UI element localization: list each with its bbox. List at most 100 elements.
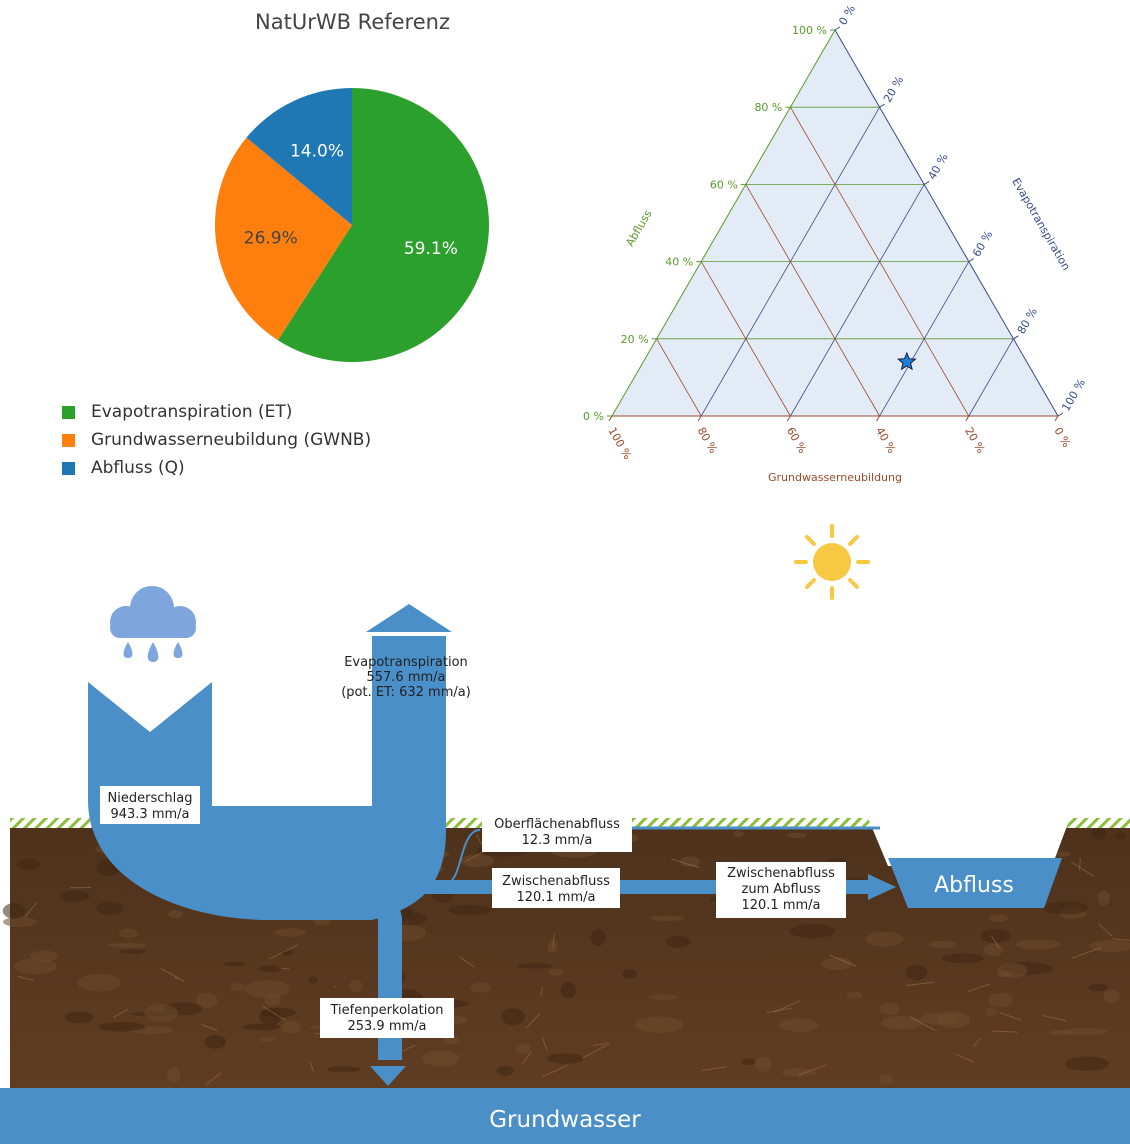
soil-texture-blob [60, 890, 90, 902]
soil-texture-blob [865, 931, 904, 947]
tick-grundwasserneubildung [965, 415, 970, 422]
oberflaechenabfluss-box: Oberflächenabfluss 12.3 mm/a [482, 814, 632, 852]
ternary-plot: 0 %20 %40 %60 %80 %100 %0 %20 %40 %60 %8… [583, 3, 1088, 484]
soil-texture-blob [3, 916, 37, 928]
legend-label-et: Evapotranspiration (ET) [91, 402, 293, 422]
soil-texture-blob [16, 858, 40, 871]
pie-slice-et[interactable] [277, 88, 489, 362]
soil-texture-blob [905, 964, 928, 981]
soil-texture-blob [143, 1004, 178, 1022]
soil-texture-crack [1042, 1015, 1067, 1022]
tick-label-abfluss: 40 % [665, 256, 693, 269]
tick-label-evapotranspiration: 40 % [926, 151, 951, 182]
soil-texture-blob [547, 1053, 585, 1064]
legend-item-et[interactable]: Evapotranspiration (ET) [62, 398, 371, 426]
tick-label-grundwasserneubildung: 40 % [873, 425, 898, 456]
soil-texture-crack [262, 1005, 287, 1022]
soil-texture-blob [98, 1021, 146, 1032]
soil-texture-blob [622, 969, 638, 979]
zwischenabfluss-zum-abfluss-value: 120.1 mm/a [741, 898, 820, 913]
legend-label-gwnb: Grundwasserneubildung (GWNB) [91, 430, 372, 450]
tick-label-grundwasserneubildung: 80 % [695, 425, 720, 456]
soil-texture-blob [204, 1034, 227, 1049]
legend-swatch-et [62, 405, 75, 419]
pie-legend: Evapotranspiration (ET) Grundwasserneubi… [62, 398, 371, 482]
pie-chart: 59.1% 26.9% 14.0% [215, 88, 489, 362]
soil-texture-blob [2, 903, 26, 919]
ternary-background [612, 30, 1058, 416]
soil-texture-blob [195, 992, 218, 1009]
legend-swatch-gwnb [62, 433, 75, 447]
legend-item-q[interactable]: Abfluss (Q) [62, 454, 371, 482]
niederschlag-box: Niederschlag 943.3 mm/a [100, 786, 200, 824]
axis-title-evapotranspiration: Evapotranspiration [1009, 176, 1073, 273]
oberflaechenabfluss-value: 12.3 mm/a [522, 833, 593, 848]
zwischenabfluss-title: Zwischenabfluss [502, 874, 610, 889]
soil-texture-blob [106, 942, 147, 948]
tick-evapotranspiration [879, 103, 885, 108]
tick-evapotranspiration [834, 26, 841, 31]
river-channel [868, 818, 1070, 866]
soil-texture-crack [459, 956, 476, 968]
pie-slice-q[interactable] [246, 88, 352, 225]
soil-texture-blob [648, 994, 678, 1000]
soil-texture-blob [280, 1021, 302, 1034]
soil-texture-crack [671, 858, 700, 869]
soil-texture-crack [17, 975, 34, 981]
tick-evapotranspiration [923, 180, 930, 185]
surface-runoff-line [451, 829, 481, 881]
soil-texture-crack [909, 1016, 936, 1032]
abfluss-river-label: Abfluss [934, 873, 1014, 898]
axis-abfluss [611, 29, 836, 417]
soil-texture-crack [955, 1053, 975, 1063]
soil-texture-blob [754, 1057, 773, 1072]
pie-label-et: 59.1% [404, 239, 458, 259]
soil-texture-blob [167, 1067, 181, 1083]
soil-texture-blob [496, 1065, 514, 1076]
legend-label-q: Abfluss (Q) [91, 458, 185, 478]
soil-texture-blob [222, 961, 246, 967]
soil-texture-blob [680, 856, 701, 868]
soil-texture-crack [552, 934, 556, 948]
soil-texture-blob [470, 982, 491, 993]
legend-item-gwnb[interactable]: Grundwasserneubildung (GWNB) [62, 426, 371, 454]
tiefenperkolation-box: Tiefenperkolation 253.9 mm/a [320, 998, 454, 1038]
soil-texture-crack [204, 1072, 222, 1086]
soil-texture-blob [634, 1016, 684, 1033]
soil-texture-crack [526, 1012, 541, 1029]
soil-texture-blob [878, 1074, 894, 1086]
soil-texture-crack [1078, 858, 1081, 871]
et-label-note: (pot. ET: 632 mm/a) [341, 685, 471, 700]
soil-texture-blob [421, 1050, 460, 1067]
soil-texture-blob [96, 901, 124, 916]
soil-texture-crack [268, 944, 299, 960]
oberflaechenabfluss-title: Oberflächenabfluss [494, 817, 620, 832]
river-water [888, 858, 1062, 908]
et-label-title: Evapotranspiration [344, 655, 468, 670]
soil-texture-crack [968, 983, 990, 992]
ternary-data-point[interactable] [896, 351, 917, 371]
soil-texture-blob [258, 965, 282, 972]
soil-texture-blob [988, 914, 1008, 922]
tick-grundwasserneubildung [697, 415, 702, 422]
zwischenabfluss-zum-abfluss-title1: Zwischenabfluss [727, 866, 835, 881]
soil-texture-blob [1088, 983, 1109, 992]
grid-evapotranspiration [968, 338, 1014, 417]
soil-texture-blob [168, 909, 183, 919]
soil-texture-blob [988, 992, 1013, 1008]
soil-texture-crack [766, 1007, 792, 1014]
soil-texture-crack [201, 1024, 218, 1031]
pie-slice-gwnb[interactable] [215, 137, 352, 341]
soil-texture-blob [244, 980, 290, 998]
legend-swatch-q [62, 461, 75, 475]
soil-texture-blob [1060, 1028, 1108, 1036]
grid-grundwasserneubildung [745, 184, 880, 417]
grid-evapotranspiration [790, 184, 925, 417]
soil-texture-crack [999, 1012, 1022, 1021]
soil-texture-blob [1114, 831, 1126, 840]
tick-label-grundwasserneubildung: 20 % [962, 425, 987, 456]
soil-texture-blob [983, 943, 1004, 956]
soil-texture-crack [160, 968, 185, 982]
soil-texture-blob [1043, 901, 1089, 915]
tick-evapotranspiration [1013, 335, 1019, 340]
